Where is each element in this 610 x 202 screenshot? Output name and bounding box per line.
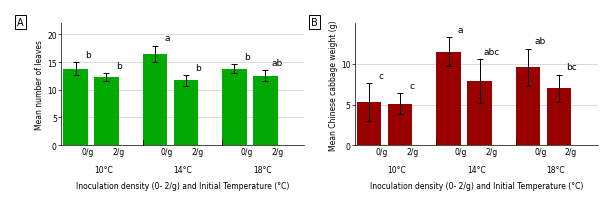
X-axis label: Inoculation density (0- 2/g) and Initial Temperature (°C): Inoculation density (0- 2/g) and Initial… — [76, 181, 289, 190]
Bar — [437, 53, 461, 145]
Y-axis label: Mean number of leaves: Mean number of leaves — [35, 40, 45, 130]
Text: b: b — [116, 62, 121, 71]
Bar — [547, 89, 571, 145]
Text: b: b — [85, 51, 90, 60]
Bar — [467, 82, 492, 145]
Text: 18°C: 18°C — [547, 165, 565, 174]
Bar — [253, 77, 278, 145]
Text: a: a — [165, 34, 170, 43]
Bar — [174, 81, 198, 145]
Text: ab: ab — [534, 37, 546, 46]
Text: b: b — [244, 53, 249, 62]
Text: bc: bc — [565, 63, 576, 72]
Text: A: A — [17, 18, 24, 28]
Bar — [222, 69, 246, 145]
Text: 18°C: 18°C — [253, 165, 271, 174]
Bar — [357, 103, 381, 145]
Text: c: c — [410, 82, 415, 91]
X-axis label: Inoculation density (0- 2/g) and Initial Temperature (°C): Inoculation density (0- 2/g) and Initial… — [370, 181, 583, 190]
Text: 14°C: 14°C — [173, 165, 192, 174]
Text: 10°C: 10°C — [94, 165, 112, 174]
Text: a: a — [458, 26, 464, 35]
Bar — [95, 78, 118, 145]
Text: B: B — [311, 18, 318, 28]
Text: abc: abc — [484, 48, 500, 57]
Text: 10°C: 10°C — [387, 165, 406, 174]
Bar — [388, 104, 412, 145]
Text: b: b — [195, 63, 201, 73]
Text: 14°C: 14°C — [467, 165, 486, 174]
Text: ab: ab — [272, 59, 283, 68]
Bar — [516, 68, 540, 145]
Text: c: c — [379, 72, 384, 81]
Bar — [143, 55, 167, 145]
Bar — [63, 69, 88, 145]
Y-axis label: Mean Chinese cabbage weight (g): Mean Chinese cabbage weight (g) — [329, 20, 338, 150]
